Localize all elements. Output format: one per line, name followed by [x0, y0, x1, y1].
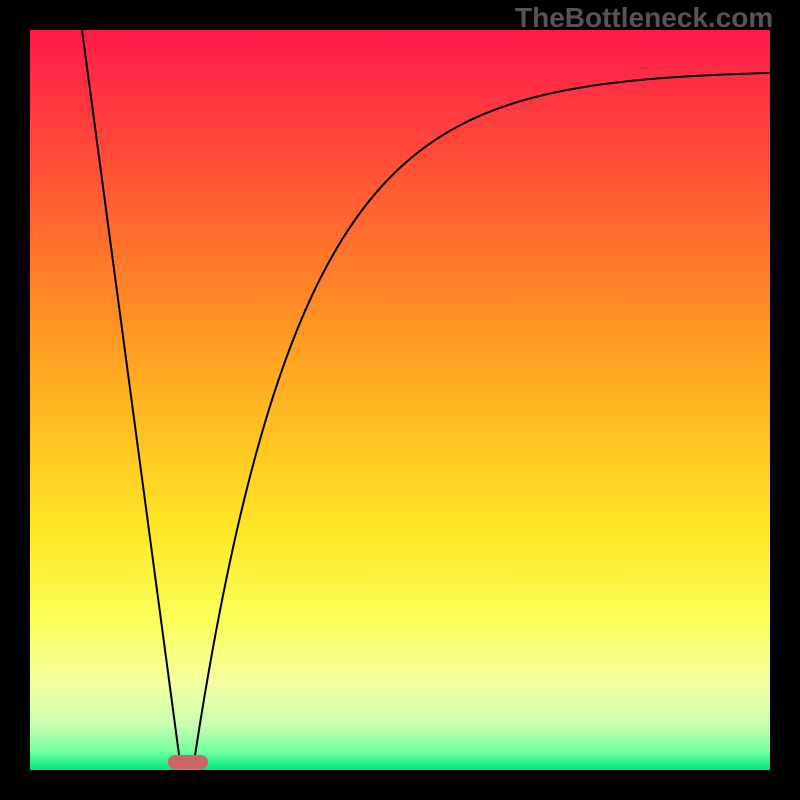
plot-area: [30, 30, 770, 770]
curves-layer: [30, 30, 770, 770]
chart-frame: TheBottleneck.com: [0, 0, 800, 800]
watermark-text: TheBottleneck.com: [515, 2, 773, 34]
bottleneck-marker: [168, 755, 208, 769]
